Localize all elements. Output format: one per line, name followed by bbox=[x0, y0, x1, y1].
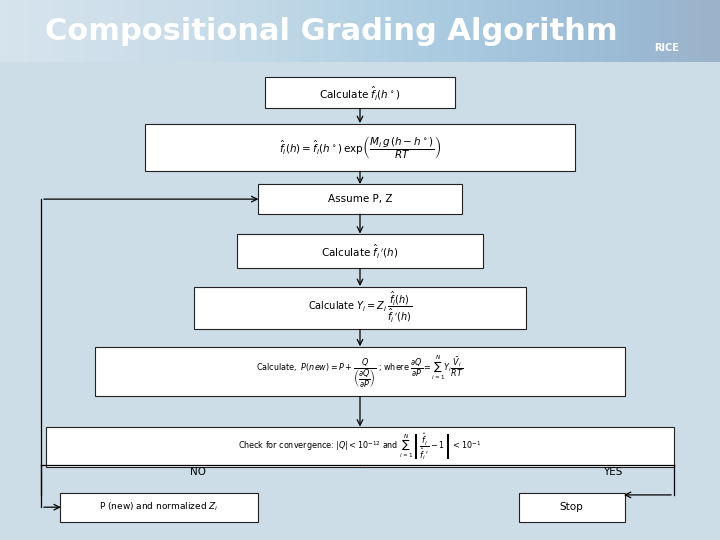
Text: Compositional Grading Algorithm: Compositional Grading Algorithm bbox=[45, 17, 618, 45]
Text: Calculate,  $P(new) = P + \dfrac{Q}{\left(\dfrac{\partial Q}{\partial P}\right)}: Calculate, $P(new) = P + \dfrac{Q}{\left… bbox=[256, 353, 464, 390]
FancyBboxPatch shape bbox=[46, 427, 674, 467]
FancyBboxPatch shape bbox=[95, 347, 624, 396]
Text: Check for convergence: $|Q| < 10^{-12}$ and $\sum_{i=1}^{N}\left|\dfrac{\hat{f}_: Check for convergence: $|Q| < 10^{-12}$ … bbox=[238, 432, 482, 462]
Text: P (new) and normalized $Z_i$: P (new) and normalized $Z_i$ bbox=[99, 501, 219, 514]
Text: Stop: Stop bbox=[560, 502, 583, 512]
Text: Calculate $\hat{f}_i\,'(h)$: Calculate $\hat{f}_i\,'(h)$ bbox=[321, 242, 399, 260]
Text: YES: YES bbox=[603, 467, 622, 477]
Text: $\hat{f}_i(h) = \hat{f}_i(h^\circ)\,\exp\!\left(\dfrac{M_i\,g\,(h - h^\circ)}{RT: $\hat{f}_i(h) = \hat{f}_i(h^\circ)\,\exp… bbox=[279, 134, 441, 161]
FancyBboxPatch shape bbox=[265, 77, 455, 108]
FancyBboxPatch shape bbox=[60, 492, 258, 522]
FancyBboxPatch shape bbox=[258, 185, 462, 214]
FancyBboxPatch shape bbox=[236, 234, 484, 268]
Text: Calculate $\hat{f}_i(h^\circ)$: Calculate $\hat{f}_i(h^\circ)$ bbox=[319, 84, 401, 102]
FancyBboxPatch shape bbox=[194, 287, 526, 329]
FancyBboxPatch shape bbox=[518, 492, 624, 522]
Text: Calculate $Y_i = Z_i\,\dfrac{\hat{f}_i(h)}{\hat{f}_i\,'(h)}$: Calculate $Y_i = Z_i\,\dfrac{\hat{f}_i(h… bbox=[307, 291, 413, 325]
Text: NO: NO bbox=[189, 467, 206, 477]
FancyBboxPatch shape bbox=[145, 124, 575, 171]
Text: RICE: RICE bbox=[654, 43, 679, 53]
Text: Assume P, Z: Assume P, Z bbox=[328, 194, 392, 204]
